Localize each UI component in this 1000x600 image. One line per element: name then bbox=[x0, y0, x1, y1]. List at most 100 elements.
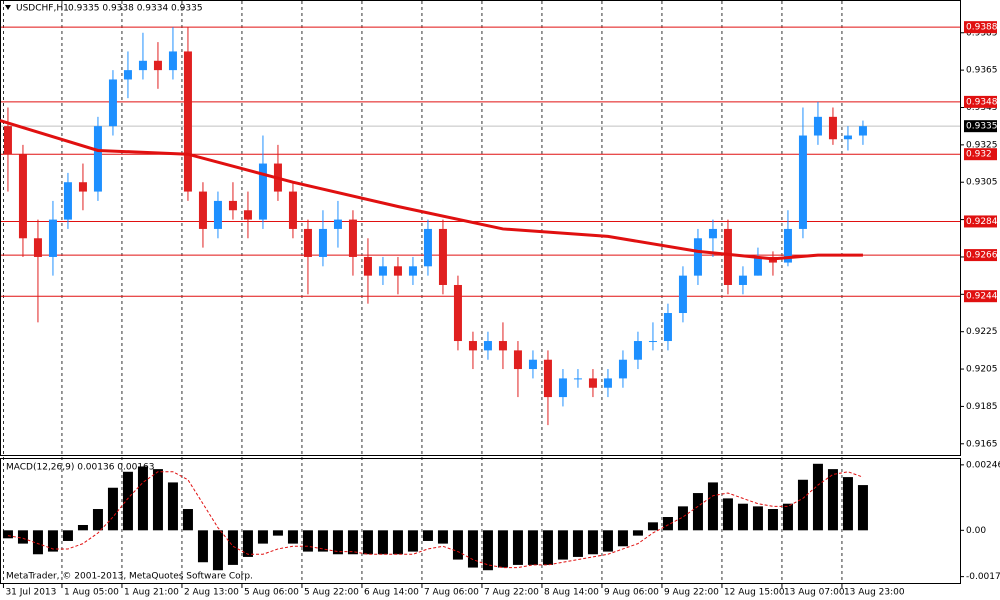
candle-body bbox=[78, 182, 87, 192]
candle-body bbox=[528, 359, 537, 370]
y-tick-label: 0.9305 bbox=[966, 178, 998, 188]
candle-body bbox=[408, 266, 417, 276]
candle-body bbox=[558, 378, 567, 398]
macd-bar bbox=[587, 530, 598, 555]
symbol-title: USDCHF,H1 bbox=[16, 4, 69, 14]
candle-body bbox=[363, 256, 372, 276]
macd-bar bbox=[662, 517, 673, 531]
macd-bar bbox=[377, 530, 388, 555]
macd-bar bbox=[812, 463, 823, 531]
level-label: 0.9244 bbox=[966, 292, 998, 302]
y-tick-label: 0.9205 bbox=[966, 365, 998, 375]
macd-bar bbox=[737, 503, 748, 531]
candle-body bbox=[468, 341, 477, 351]
macd-bar bbox=[677, 506, 688, 531]
moving-average bbox=[0, 119, 863, 261]
macd-bar bbox=[302, 530, 313, 552]
candle-body bbox=[483, 341, 492, 351]
candle-body bbox=[183, 51, 192, 192]
macd-bar bbox=[122, 471, 133, 531]
macd-bar bbox=[722, 498, 733, 531]
macd-bar bbox=[422, 530, 433, 541]
x-tick-label: 1 Aug 05:00 bbox=[64, 588, 119, 598]
macd-bar bbox=[317, 530, 328, 552]
macd-bar bbox=[527, 530, 538, 565]
candle-body bbox=[753, 256, 762, 276]
x-tick-label: 6 Aug 14:00 bbox=[364, 588, 419, 598]
last-price-label: 0.9335 bbox=[966, 122, 998, 132]
macd-bar bbox=[692, 493, 703, 531]
macd-bar bbox=[167, 482, 178, 531]
signal-line bbox=[7, 471, 864, 569]
macd-bar bbox=[107, 487, 118, 531]
macd-bar bbox=[92, 509, 103, 531]
x-tick-label: 7 Aug 22:00 bbox=[484, 588, 539, 598]
macd-bar bbox=[797, 479, 808, 531]
level-box bbox=[964, 21, 997, 34]
macd-bar bbox=[62, 530, 73, 541]
macd-bar bbox=[227, 530, 238, 565]
candle-body bbox=[288, 191, 297, 229]
x-tick-label: 13 Aug 23:00 bbox=[844, 588, 905, 598]
candle-body bbox=[513, 350, 522, 370]
candle-body bbox=[63, 182, 72, 220]
candle-body bbox=[393, 266, 402, 276]
candle-body bbox=[423, 228, 432, 267]
candle-body bbox=[573, 378, 582, 380]
macd-bar bbox=[2, 530, 13, 539]
y-tick-label: 0.9325 bbox=[966, 140, 998, 150]
macd-bar bbox=[257, 530, 268, 544]
candle-body bbox=[453, 284, 462, 342]
x-tick-label: 7 Aug 06:00 bbox=[424, 588, 479, 598]
candle-body bbox=[48, 219, 57, 257]
macd-bar bbox=[212, 530, 223, 571]
macd-bar bbox=[152, 469, 163, 531]
macd-bar bbox=[842, 477, 853, 531]
candle-body bbox=[318, 228, 327, 257]
candle-body bbox=[3, 126, 12, 155]
macd-bar bbox=[497, 530, 508, 568]
macd-bar bbox=[647, 522, 658, 531]
level-label: 0.9284 bbox=[966, 217, 998, 227]
candle-body bbox=[33, 238, 42, 257]
x-tick-label: 1 Aug 21:00 bbox=[124, 588, 179, 598]
candle-body bbox=[438, 228, 447, 285]
candle-body bbox=[633, 341, 642, 360]
candle-body bbox=[858, 126, 867, 136]
macd-bar bbox=[347, 530, 358, 555]
macd-bar bbox=[542, 530, 553, 565]
candle-body bbox=[693, 238, 702, 276]
candle-body bbox=[813, 116, 822, 136]
y-tick-label: 0.9345 bbox=[966, 103, 998, 113]
last-price-box bbox=[964, 120, 997, 133]
macd-bar bbox=[767, 509, 778, 531]
macd-bar bbox=[407, 530, 418, 552]
candle-body bbox=[108, 79, 117, 127]
y-tick-label: 0.9185 bbox=[966, 402, 998, 412]
macd-bar bbox=[512, 530, 523, 565]
x-tick-label: 12 Aug 15:00 bbox=[724, 588, 785, 598]
copyright: MetaTrader, © 2001-2013, MetaQuotes Soft… bbox=[6, 572, 253, 582]
candle-body bbox=[738, 275, 747, 285]
candle-body bbox=[243, 210, 252, 220]
candle-body bbox=[588, 378, 597, 388]
candle-body bbox=[333, 219, 342, 229]
macd-bar bbox=[827, 469, 838, 531]
macd-bar bbox=[452, 530, 463, 560]
macd-bar bbox=[197, 530, 208, 563]
candle-body bbox=[138, 60, 147, 71]
x-tick-label: 13 Aug 07:00 bbox=[784, 588, 845, 598]
panel-arrow bbox=[5, 5, 11, 10]
level-box bbox=[964, 249, 997, 262]
macd-bar bbox=[572, 530, 583, 557]
candle-body bbox=[498, 341, 507, 351]
candle-body bbox=[543, 359, 552, 398]
candle-body bbox=[783, 228, 792, 263]
candle-body bbox=[198, 191, 207, 229]
x-tick-label: 9 Aug 22:00 bbox=[664, 588, 719, 598]
macd-bar bbox=[857, 485, 868, 531]
candle-body bbox=[93, 126, 102, 192]
candle-body bbox=[168, 51, 177, 71]
candle-body bbox=[378, 266, 387, 276]
